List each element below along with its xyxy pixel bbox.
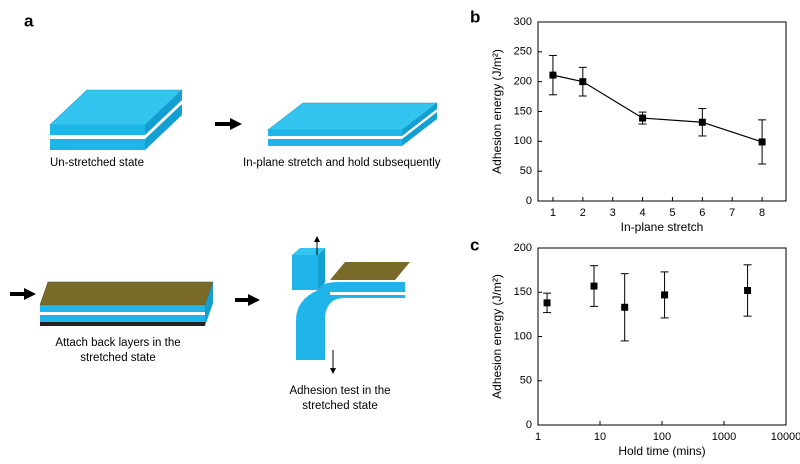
x-axis-label: In-plane stretch — [621, 220, 704, 234]
data-point — [661, 291, 669, 299]
backed-slab — [39, 281, 214, 326]
data-point — [758, 138, 766, 146]
x-tick-label: 100 — [653, 431, 671, 443]
data-point — [590, 282, 598, 290]
y-tick-label: 150 — [514, 105, 532, 117]
peel-test — [292, 236, 410, 374]
y-axis-label: Adhesion energy (J/m²) — [490, 274, 504, 399]
x-tick-label: 7 — [729, 207, 735, 219]
data-point — [621, 303, 629, 311]
data-point — [639, 114, 647, 122]
panel-label: c — [470, 235, 479, 254]
data-point — [549, 71, 557, 79]
y-tick-label: 250 — [514, 46, 532, 58]
x-tick-label: 1 — [550, 207, 556, 219]
y-tick-label: 50 — [520, 165, 532, 177]
step-caption: stretched state — [80, 352, 155, 364]
data-point — [579, 78, 587, 86]
stretched-slab — [267, 102, 438, 146]
x-tick-label: 5 — [669, 207, 675, 219]
y-tick-label: 0 — [526, 419, 532, 431]
y-tick-label: 100 — [514, 135, 532, 147]
arrow — [215, 118, 242, 130]
x-tick-label: 10000 — [771, 431, 800, 443]
step-caption: Un-stretched state — [50, 157, 144, 169]
data-point — [543, 299, 551, 307]
x-tick-label: 2 — [580, 207, 586, 219]
unstretched-slab — [49, 89, 183, 150]
x-tick-label: 3 — [610, 207, 616, 219]
x-tick-label: 6 — [699, 207, 705, 219]
step-caption: Adhesion test in the — [289, 385, 390, 397]
y-tick-label: 100 — [514, 330, 532, 342]
step-caption: Attach back layers in the — [55, 337, 180, 349]
x-tick-label: 1 — [535, 431, 541, 443]
y-tick-label: 200 — [514, 242, 532, 254]
x-axis-label: Hold time (mins) — [618, 444, 705, 458]
plot-frame — [537, 21, 787, 202]
panel-label: a — [24, 11, 34, 30]
data-point — [744, 286, 752, 294]
y-tick-label: 50 — [520, 375, 532, 387]
panel-label: b — [470, 7, 480, 26]
plot-frame — [537, 247, 787, 426]
x-tick-label: 4 — [640, 207, 646, 219]
arrow — [10, 288, 36, 300]
data-point — [698, 118, 706, 126]
step-caption: stretched state — [302, 400, 377, 412]
y-tick-label: 200 — [514, 76, 532, 88]
y-tick-label: 300 — [514, 16, 532, 28]
x-tick-label: 8 — [759, 207, 765, 219]
arrow — [235, 294, 260, 306]
x-tick-label: 10 — [594, 431, 606, 443]
y-axis-label: Adhesion energy (J/m²) — [490, 49, 504, 174]
x-tick-label: 1000 — [712, 431, 736, 443]
step-caption: In-plane stretch and hold subsequently — [243, 157, 441, 169]
y-tick-label: 0 — [526, 195, 532, 207]
y-tick-label: 150 — [514, 286, 532, 298]
